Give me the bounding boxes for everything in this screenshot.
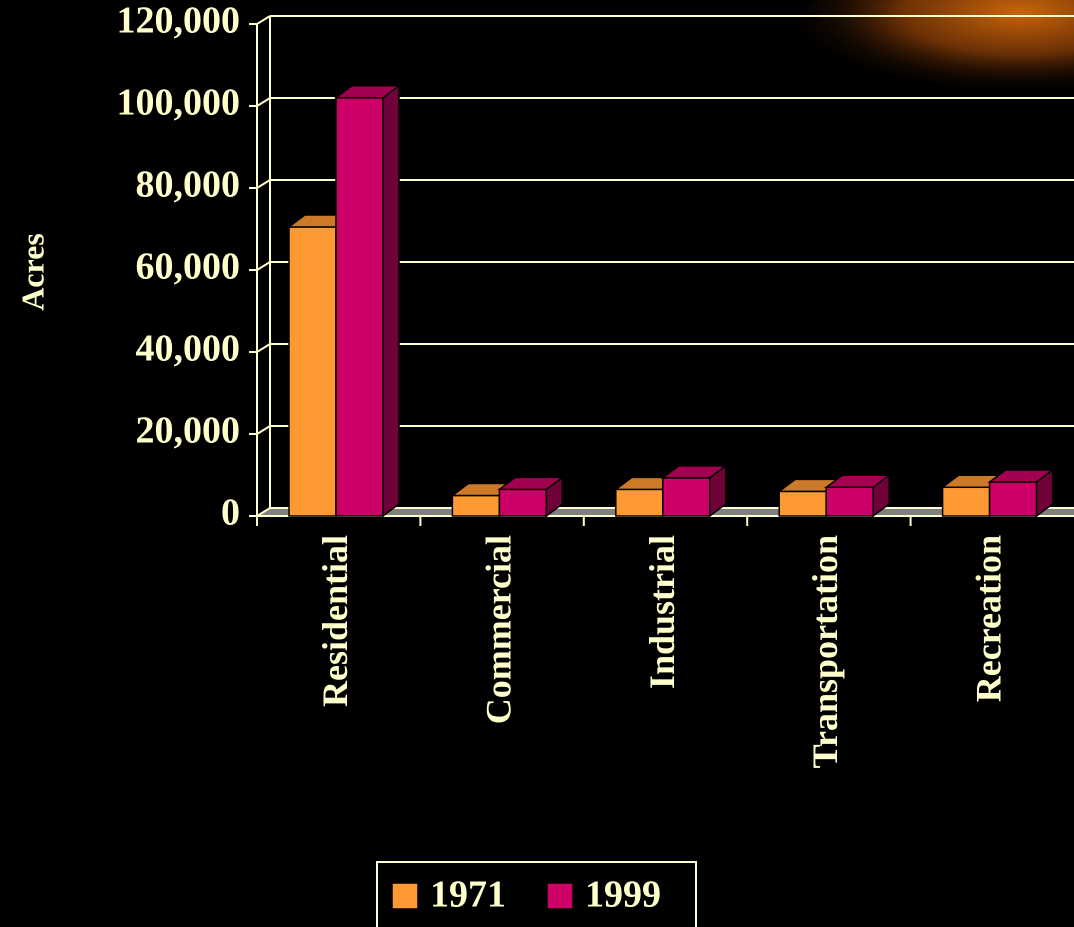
grid-line	[256, 261, 271, 271]
bar-side	[382, 84, 400, 518]
legend-label: 1999	[585, 874, 661, 916]
grid-line	[256, 179, 271, 189]
legend-swatch	[546, 882, 574, 910]
bar-side-shade	[383, 85, 399, 517]
bar-top-shade	[989, 469, 1053, 482]
grid-line	[256, 507, 271, 517]
x-tick-label: Industrial	[642, 535, 682, 689]
y-tick-label: 120,000	[117, 0, 241, 42]
bar	[662, 477, 711, 517]
grid-line	[256, 343, 271, 353]
legend-box	[376, 861, 697, 927]
y-tick-label: 80,000	[136, 164, 241, 206]
bar-top-shade	[662, 465, 726, 478]
legend-label: 1971	[430, 874, 506, 916]
legend-swatch	[391, 882, 419, 910]
y-tick-label: 60,000	[136, 246, 241, 288]
bar	[498, 488, 548, 517]
bar-side-shade	[546, 477, 563, 516]
bar	[941, 486, 991, 517]
bar-top-shade	[499, 477, 563, 490]
bar-side-shade	[1036, 469, 1053, 516]
grid-line	[256, 97, 271, 107]
bar	[778, 490, 827, 517]
bar	[988, 481, 1038, 517]
bar-side	[709, 464, 727, 518]
y-tick-label: 20,000	[136, 410, 241, 452]
y-tick-label: 40,000	[136, 328, 241, 370]
bar-side	[1035, 468, 1054, 518]
bar	[288, 226, 337, 517]
y-axis-label: Acres	[14, 233, 50, 311]
bar	[825, 486, 874, 517]
bar	[335, 97, 384, 517]
bar-side-shade	[709, 465, 726, 516]
bar-side	[545, 475, 564, 518]
bar-top-shade	[826, 475, 890, 488]
grid-line	[256, 425, 271, 435]
y-tick-label: 100,000	[117, 82, 241, 124]
legend: 1971 1999	[376, 861, 697, 927]
x-tick-label: Commercial	[478, 535, 518, 724]
bar-top-shade	[336, 85, 399, 98]
bar	[615, 488, 664, 517]
bar-side-shade	[873, 475, 890, 516]
bar-side	[872, 473, 890, 518]
decoration	[780, 0, 1074, 110]
x-tick-label: Residential	[315, 535, 355, 707]
bar	[451, 494, 501, 517]
grid-line	[256, 15, 271, 25]
x-tick-label: Transportation	[805, 535, 845, 768]
y-tick-label: 0	[221, 492, 240, 534]
x-tick-label: Recreation	[969, 535, 1009, 702]
